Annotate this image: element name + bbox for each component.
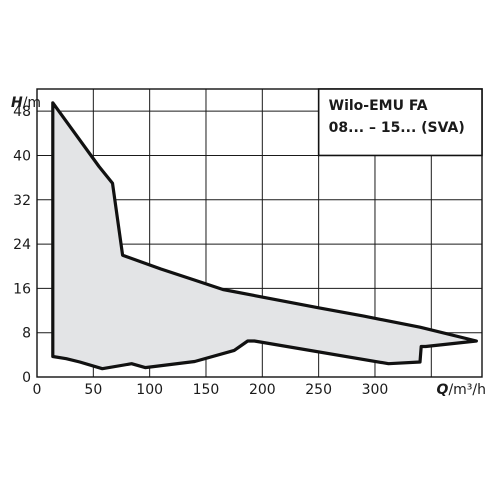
- x-axis-symbol: Q: [437, 382, 449, 398]
- y-tick-labels: 0 8 16 24 32 40 48: [13, 104, 31, 386]
- x-tick-label: 300: [362, 382, 389, 398]
- x-tick-label: 100: [136, 382, 163, 398]
- curve-area: [51, 101, 478, 371]
- chart-title-line: 08... – 15... (SVA): [329, 120, 465, 136]
- y-tick-label: 40: [13, 148, 31, 164]
- y-tick-label: 0: [22, 370, 31, 386]
- x-tick-label: 250: [305, 382, 332, 398]
- y-tick-label: 8: [22, 326, 31, 342]
- y-axis-title: H/m: [11, 95, 41, 111]
- x-tick-labels: 0 50 100 150 200 250 300: [33, 382, 389, 398]
- plot-frame: [36, 88, 483, 378]
- x-axis-unit: /m³/h: [448, 382, 486, 398]
- x-tick-label: 200: [249, 382, 276, 398]
- y-axis-unit: /m: [23, 95, 41, 111]
- y-tick-label: 24: [13, 237, 31, 253]
- x-axis-title: Q/m³/h: [437, 382, 486, 398]
- y-tick-label: 48: [13, 104, 31, 120]
- x-tick-label: 50: [84, 382, 102, 398]
- axis-titles: H/m Q/m³/h: [11, 95, 486, 398]
- y-tick-label: 32: [13, 193, 31, 209]
- operating-range-area: [51, 101, 478, 371]
- y-axis-symbol: H: [11, 95, 23, 111]
- chart-title-line: Wilo-EMU FA: [329, 98, 428, 114]
- x-tick-label: 0: [33, 382, 42, 398]
- title-box: Wilo-EMU FA 08... – 15... (SVA): [317, 88, 483, 157]
- title-box-frame: [317, 88, 483, 157]
- x-tick-label: 150: [193, 382, 220, 398]
- y-tick-label: 16: [13, 281, 31, 297]
- plot-border: [36, 88, 483, 378]
